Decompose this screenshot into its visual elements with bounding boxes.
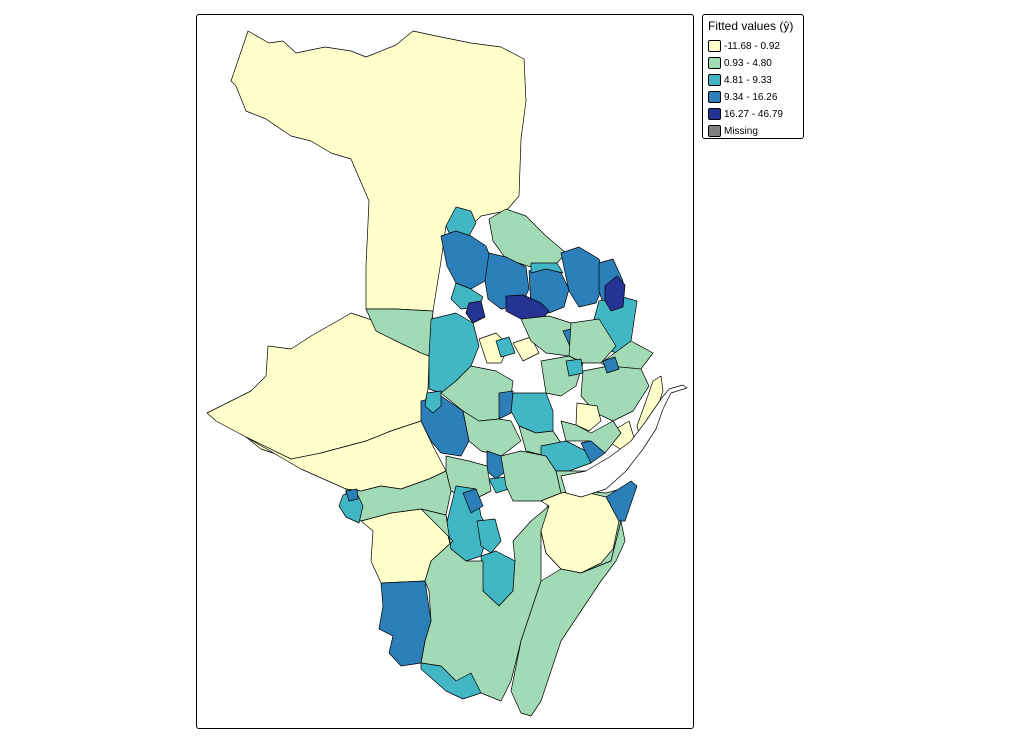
- region-north-blue-d: [560, 246, 606, 308]
- region-north-blue-a: [440, 230, 492, 290]
- region-mid-green-n: [560, 420, 622, 454]
- legend-swatch: [708, 91, 721, 103]
- legend-label: 9.34 - 16.26: [724, 91, 778, 103]
- region-east-coast-blue: [605, 480, 638, 522]
- region-mid-teal-a: [565, 358, 584, 377]
- region-north-west: [230, 30, 527, 312]
- region-north-green: [488, 208, 567, 268]
- legend-item: Missing: [708, 124, 758, 138]
- region-central-green-w: [365, 308, 434, 357]
- region-south-blue-big: [378, 580, 432, 667]
- legend-swatch: [708, 57, 721, 69]
- estuary: [560, 384, 688, 498]
- region-hotspot-a: [505, 294, 550, 322]
- legend-item: -11.68 - 0.92: [708, 39, 780, 53]
- region-north-teal-c: [530, 262, 564, 274]
- region-hotspot-b: [604, 275, 626, 312]
- legend-item: 9.34 - 16.26: [708, 90, 777, 104]
- legend-item: 0.93 - 4.80: [708, 56, 772, 70]
- legend-title: Fitted values (ŷ): [708, 19, 794, 33]
- legend-swatch: [708, 108, 721, 120]
- region-central-teal-j: [510, 392, 554, 434]
- legend-swatch: [708, 40, 721, 52]
- region-mid-yellow-c: [575, 402, 602, 432]
- legend-label: 0.93 - 4.80: [724, 57, 772, 69]
- region-south-teal-d: [420, 662, 482, 700]
- region-central-yellow-b: [512, 336, 540, 362]
- legend: Fitted values (ŷ) -11.68 - 0.92 0.93 - 4.…: [702, 14, 804, 139]
- legend-label: 16.27 - 46.79: [724, 108, 783, 120]
- region-mid-green-b: [580, 365, 650, 422]
- legend-swatch: [708, 74, 721, 86]
- choropleth-map: [206, 30, 688, 717]
- region-mid-blue-g: [602, 356, 620, 374]
- region-south-teal-b: [476, 518, 502, 554]
- legend-swatch: [708, 125, 721, 137]
- region-sw-green-a: [345, 470, 452, 522]
- region-central-green-l: [462, 410, 522, 457]
- region-central-teal-e: [495, 336, 516, 358]
- legend-label: -11.68 - 0.92: [724, 40, 780, 52]
- region-sw-blue: [345, 488, 359, 502]
- legend-item: 16.27 - 46.79: [708, 107, 783, 121]
- region-central-teal-i: [424, 390, 442, 414]
- region-central-blue-k: [498, 390, 514, 420]
- legend-label: 4.81 - 9.33: [724, 74, 772, 86]
- map-panel: [196, 14, 694, 729]
- region-se-coast-green: [510, 520, 626, 717]
- region-south-blue-a: [462, 488, 484, 514]
- legend-item: 4.81 - 9.33: [708, 73, 772, 87]
- legend-label: Missing: [724, 125, 758, 137]
- region-hotspot-c: [465, 300, 486, 324]
